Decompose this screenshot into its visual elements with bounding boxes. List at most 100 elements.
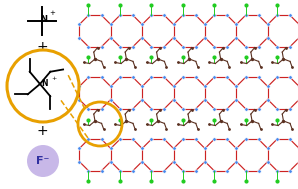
Point <box>243 119 248 122</box>
Point <box>187 57 192 60</box>
Point <box>256 45 261 48</box>
Point <box>274 45 279 48</box>
Point <box>203 98 207 101</box>
Text: +: + <box>49 10 55 16</box>
Point <box>149 56 154 59</box>
Point <box>158 46 163 49</box>
Point <box>212 56 217 59</box>
Point <box>86 76 91 79</box>
Point <box>127 46 131 49</box>
Point <box>225 107 229 110</box>
Text: N: N <box>41 15 47 23</box>
Point <box>274 107 279 110</box>
Point <box>250 57 254 60</box>
Point <box>297 98 298 101</box>
Point <box>274 179 279 182</box>
Point <box>243 138 248 141</box>
Point <box>203 160 207 163</box>
Point <box>108 85 113 88</box>
Point <box>288 14 292 17</box>
Point <box>225 169 229 172</box>
Point <box>234 23 239 26</box>
Point <box>149 119 154 122</box>
Point <box>234 98 239 101</box>
Point <box>193 107 198 110</box>
Point <box>288 169 292 172</box>
Point <box>108 23 113 26</box>
Point <box>212 4 217 7</box>
Point <box>77 23 82 26</box>
Point <box>180 45 185 48</box>
Point <box>140 36 145 39</box>
Point <box>225 14 229 17</box>
Point <box>131 138 135 141</box>
Point <box>162 14 167 17</box>
Point <box>258 66 263 69</box>
Point <box>193 76 198 79</box>
Point <box>227 128 232 131</box>
Point <box>164 128 169 131</box>
Point <box>266 147 270 150</box>
Point <box>117 119 122 122</box>
Point <box>180 56 185 59</box>
Point <box>258 128 263 131</box>
Point <box>266 98 270 101</box>
Point <box>117 107 122 110</box>
Point <box>140 160 145 163</box>
Point <box>234 85 239 88</box>
Point <box>243 4 248 7</box>
Point <box>284 46 288 49</box>
Point <box>288 138 292 141</box>
Text: F⁻: F⁻ <box>36 156 50 166</box>
Point <box>195 66 200 69</box>
Point <box>149 4 154 7</box>
Point <box>212 76 217 79</box>
Point <box>131 169 135 172</box>
Text: +: + <box>36 124 48 138</box>
Point <box>171 147 176 150</box>
Point <box>86 179 91 182</box>
Point <box>243 107 248 110</box>
Point <box>86 119 91 122</box>
Point <box>297 85 298 88</box>
Point <box>180 107 185 110</box>
Point <box>252 46 257 49</box>
Point <box>193 138 198 141</box>
Point <box>256 169 261 172</box>
Point <box>221 46 226 49</box>
Point <box>281 57 286 60</box>
Point <box>95 108 100 111</box>
Point <box>195 128 200 131</box>
Point <box>297 23 298 26</box>
Point <box>234 36 239 39</box>
Point <box>288 45 292 48</box>
Point <box>234 160 239 163</box>
Point <box>256 14 261 17</box>
Point <box>149 138 154 141</box>
Point <box>156 57 160 60</box>
Point <box>158 108 163 111</box>
Point <box>274 138 279 141</box>
Text: +: + <box>51 77 57 81</box>
Point <box>117 14 122 17</box>
Point <box>162 107 167 110</box>
Point <box>274 4 279 7</box>
Point <box>270 61 274 64</box>
Point <box>93 57 97 60</box>
Point <box>256 138 261 141</box>
Point <box>243 45 248 48</box>
Point <box>176 61 180 64</box>
Point <box>243 169 248 172</box>
Point <box>81 61 86 64</box>
Point <box>86 45 91 48</box>
Point <box>140 85 145 88</box>
Point <box>108 160 113 163</box>
Point <box>117 138 122 141</box>
Point <box>99 76 104 79</box>
Point <box>252 108 257 111</box>
Point <box>117 4 122 7</box>
Point <box>81 123 86 126</box>
Point <box>131 14 135 17</box>
Point <box>86 138 91 141</box>
Point <box>124 119 129 122</box>
